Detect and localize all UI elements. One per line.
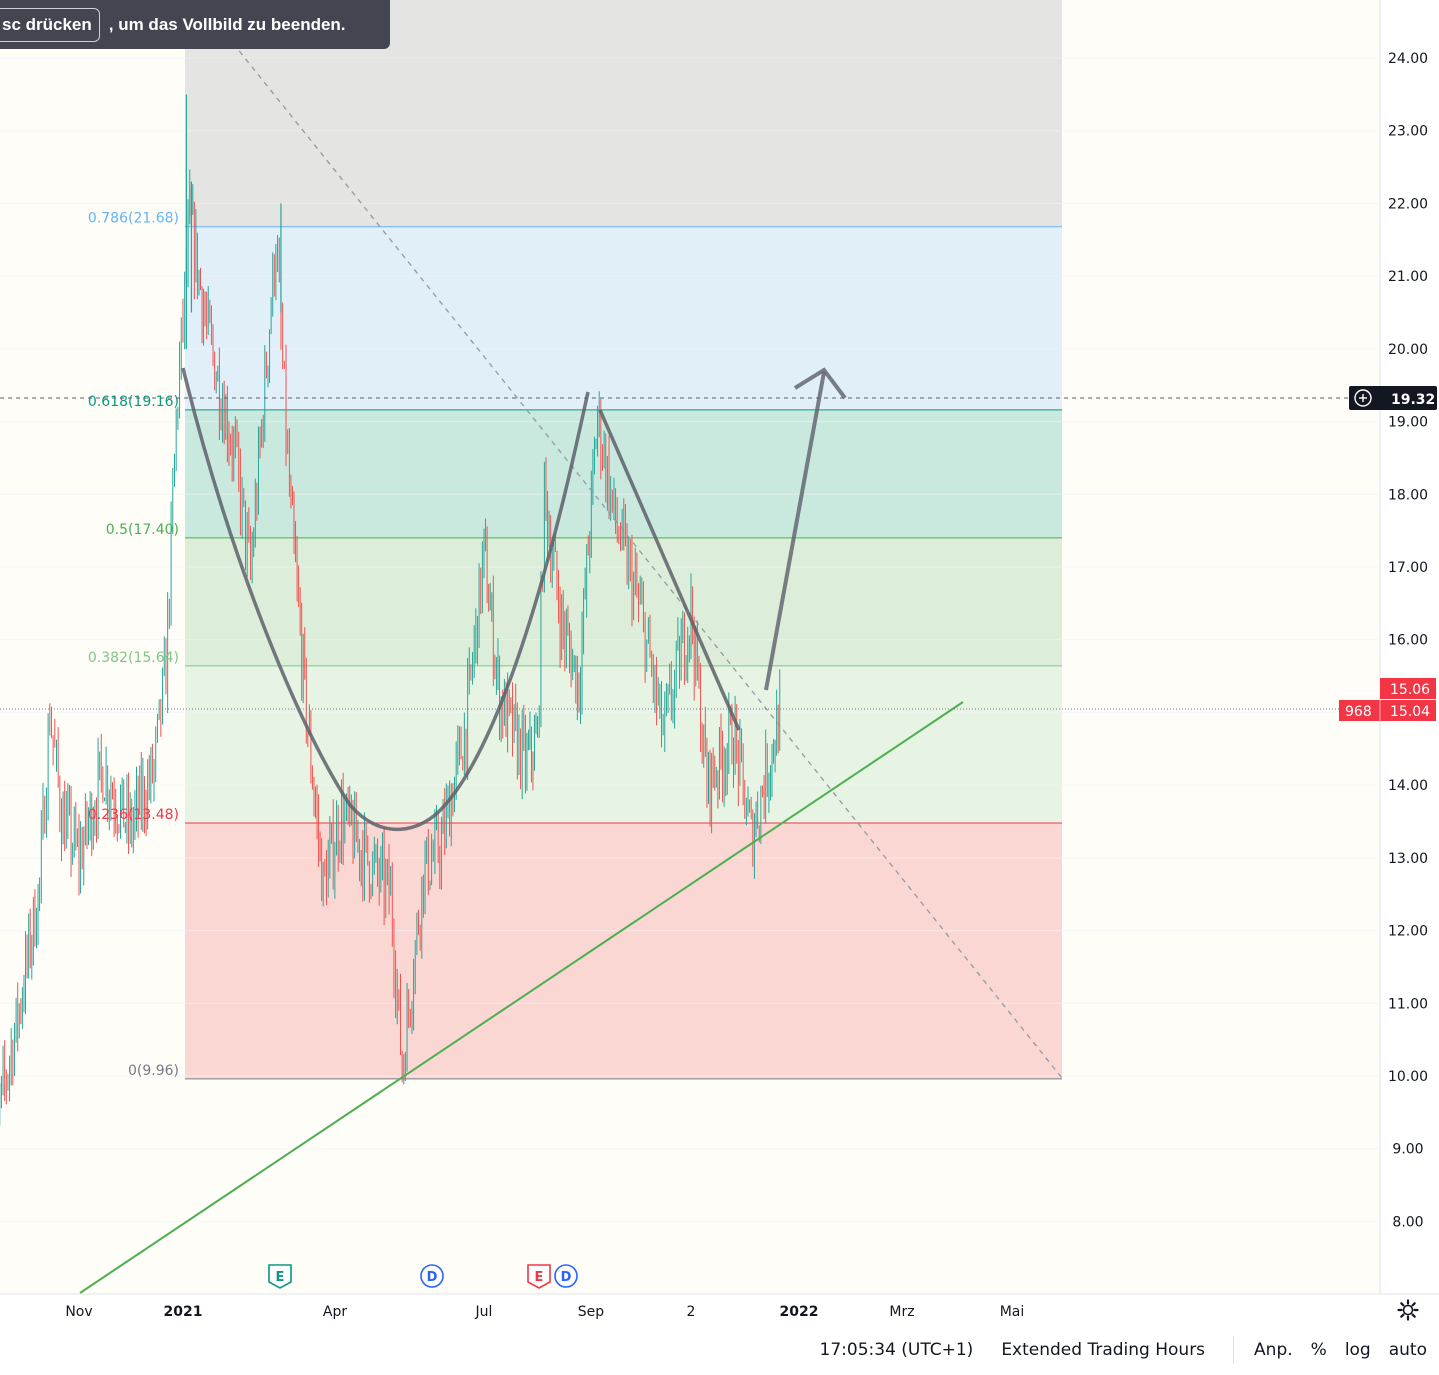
last-price-labels: 15.06 968 15.04 — [1339, 678, 1436, 721]
x-tick-label: Mrz — [889, 1304, 914, 1320]
status-bar: 17:05:34 (UTC+1) Extended Trading Hours … — [0, 1324, 1439, 1375]
svg-text:D: D — [561, 1270, 572, 1285]
y-tick-label: 22.00 — [1388, 196, 1428, 212]
x-tick-label: Sep — [578, 1304, 605, 1320]
y-tick-label: 14.00 — [1388, 778, 1428, 794]
clock-timezone[interactable]: 17:05:34 (UTC+1) — [819, 1339, 974, 1360]
adjust-toggle[interactable]: Anp. — [1254, 1339, 1293, 1360]
dividend-marker-icon[interactable]: D — [554, 1264, 578, 1288]
fib-level-label: 0.618(19.16) — [88, 394, 179, 410]
grid-lines — [0, 57, 1380, 1222]
y-tick-label: 10.00 — [1388, 1069, 1428, 1085]
y-tick-label: 17.00 — [1388, 560, 1428, 576]
y-tick-label: 13.00 — [1388, 851, 1428, 867]
price-chart[interactable]: 0.786(21.68) 0.618(19.16) 0.5(17.40) 0.382(… — [0, 0, 1439, 1324]
handle-line[interactable] — [598, 409, 741, 731]
y-tick-label: 24.00 — [1388, 51, 1428, 67]
dividend-marker-icon[interactable]: D — [420, 1264, 444, 1288]
y-tick-label: 8.00 — [1392, 1214, 1423, 1230]
drawings[interactable] — [79, 11, 1063, 1294]
earnings-marker-icon[interactable]: E — [527, 1264, 551, 1289]
y-tick-label: 18.00 — [1388, 487, 1428, 503]
svg-text:15.04: 15.04 — [1390, 704, 1430, 720]
log-scale-toggle[interactable]: log — [1344, 1339, 1371, 1360]
x-tick-label: 2021 — [164, 1304, 203, 1320]
fib-level-label: 0.382(15.64) — [88, 650, 179, 666]
plus-circle-icon[interactable] — [1354, 389, 1372, 407]
candlesticks — [0, 94, 781, 1126]
y-tick-label: 23.00 — [1388, 124, 1428, 140]
x-tick-label: Jul — [475, 1304, 493, 1320]
y-tick-label: 21.00 — [1388, 269, 1428, 285]
y-tick-label: 9.00 — [1392, 1142, 1423, 1158]
x-tick-label: 2022 — [780, 1304, 819, 1320]
fib-level-label: 0(9.96) — [128, 1063, 179, 1079]
time-axis[interactable]: Nov 2021 Apr Jul Sep 2 2022 Mrz Mai — [65, 1304, 1024, 1320]
crosshair-price-label: 19.32 — [1349, 386, 1437, 410]
fib-zone — [185, 822, 1062, 1079]
breakout-arrow-shaft[interactable] — [764, 371, 826, 691]
session-toggle[interactable]: Extended Trading Hours — [1001, 1339, 1206, 1360]
svg-text:968: 968 — [1345, 704, 1372, 720]
toast-message: , um das Vollbild zu beenden. — [108, 14, 346, 34]
svg-text:E: E — [535, 1270, 544, 1285]
fibonacci-retracement[interactable] — [185, 0, 1062, 1080]
cup-curve[interactable] — [181, 367, 590, 832]
y-tick-label: 16.00 — [1388, 633, 1428, 649]
fib-level-label: 0.236(13.48) — [88, 807, 179, 823]
y-tick-label: 12.00 — [1388, 924, 1428, 940]
svg-text:15.06: 15.06 — [1390, 682, 1430, 698]
svg-text:D: D — [427, 1270, 438, 1285]
x-tick-label: Nov — [65, 1304, 92, 1320]
fib-level-label: 0.786(21.68) — [88, 211, 179, 227]
ascending-trendline[interactable] — [79, 701, 964, 1294]
fullscreen-exit-toast: sc drücken , um das Vollbild zu beenden. — [0, 0, 390, 49]
y-tick-label: 19.00 — [1388, 415, 1428, 431]
descending-dashed-trendline[interactable] — [207, 11, 1063, 1079]
auto-scale-toggle[interactable]: auto — [1388, 1339, 1427, 1360]
fib-level-label: 0.5(17.40) — [106, 522, 179, 538]
earnings-marker-icon[interactable]: E — [268, 1264, 292, 1289]
x-tick-label: 2 — [687, 1304, 696, 1320]
breakout-arrowhead — [793, 367, 847, 400]
x-tick-label: Mai — [1000, 1304, 1025, 1320]
fib-zone — [185, 665, 1062, 823]
y-tick-label: 20.00 — [1388, 342, 1428, 358]
fib-labels: 0.786(21.68) 0.618(19.16) 0.5(17.40) 0.382(… — [88, 211, 179, 1079]
fib-zone — [185, 226, 1062, 410]
percent-scale-toggle[interactable]: % — [1310, 1339, 1327, 1360]
fib-zone — [185, 537, 1062, 666]
esc-key-hint: sc drücken — [0, 7, 100, 42]
x-tick-label: Apr — [323, 1304, 347, 1320]
gear-icon[interactable] — [1396, 1298, 1420, 1322]
y-tick-label: 11.00 — [1388, 996, 1428, 1012]
svg-text:E: E — [276, 1270, 285, 1285]
svg-text:19.32: 19.32 — [1391, 392, 1435, 408]
